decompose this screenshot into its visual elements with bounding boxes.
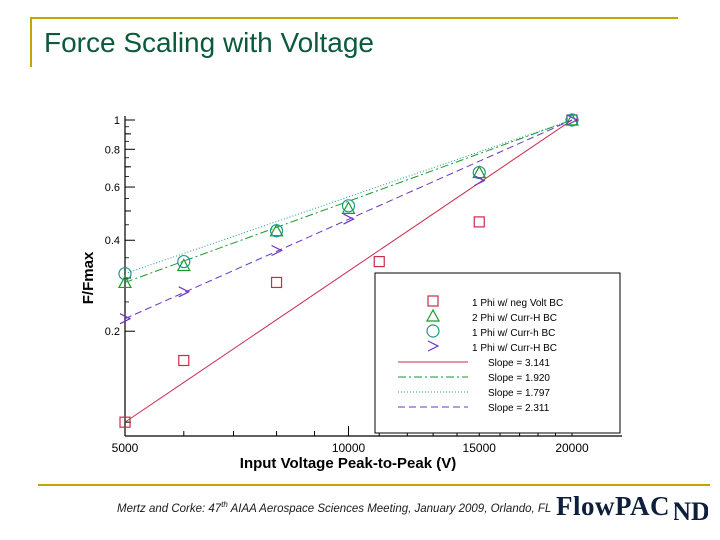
data-point-chevron — [566, 114, 579, 126]
citation-post: AIAA Aerospace Sciences Meeting, January… — [227, 502, 552, 515]
legend-series-label: 2 Phi w/ Curr-H BC — [472, 313, 557, 324]
legend-marker-chevron — [427, 340, 440, 352]
data-point-square — [119, 416, 131, 428]
data-point-triangle — [176, 258, 191, 272]
legend-marker-circle — [426, 324, 440, 338]
legend-fit-label: Slope = 1.920 — [488, 373, 550, 384]
legend-series-label: 1 Phi w/ neg Volt BC — [472, 298, 563, 309]
x-tick-label: 20000 — [555, 441, 589, 455]
legend-marker-square — [427, 295, 439, 307]
flowpac-logo: FlowPAC ND — [556, 491, 710, 529]
legend-layer: 1 Phi w/ neg Volt BC 2 Phi w/ Curr-H BC 1 … — [374, 272, 621, 434]
data-point-triangle — [269, 223, 284, 237]
data-point-chevron — [119, 313, 132, 325]
slide-title: Force Scaling with Voltage — [44, 27, 374, 58]
data-point-chevron — [271, 244, 283, 257]
data-point-square — [373, 255, 385, 268]
fit-line — [124, 119, 573, 320]
frame-left-rule — [30, 17, 32, 67]
citation: Mertz and Corke: 47th AIAA Aerospace Sci… — [117, 500, 551, 515]
y-tick-label: 0.8 — [105, 144, 120, 156]
y-tick-label: 1 — [114, 115, 120, 127]
fit-line — [124, 119, 573, 423]
legend-marker-triangle — [425, 308, 441, 322]
y-tick-label: 0.6 — [105, 182, 120, 194]
data-point-triangle — [341, 201, 356, 214]
citation-superscript: th — [221, 500, 228, 509]
y-axis-label: F/Fmax — [80, 251, 97, 304]
frame-bottom-rule — [38, 484, 710, 486]
data-point-square — [270, 276, 283, 289]
y-tick-label: 0.4 — [105, 235, 120, 247]
data-point-circle — [177, 254, 191, 269]
data-point-circle — [472, 165, 486, 180]
x-tick-label: 15000 — [463, 441, 497, 455]
legend-fit-label: Slope = 2.311 — [488, 403, 550, 414]
data-point-triangle — [117, 275, 133, 289]
legend-series-label: 1 Phi w/ Curr-h BC — [472, 328, 555, 339]
notre-dame-monogram-icon: ND — [674, 497, 708, 526]
citation-pre: Mertz and Corke: 47 — [117, 502, 222, 515]
logo-text: FlowPAC — [556, 491, 670, 521]
data-point-square — [473, 216, 485, 228]
data-point-square — [178, 354, 190, 367]
legend-fit-label: Slope = 3.141 — [488, 358, 550, 369]
data-point-circle — [269, 224, 284, 238]
logo-mark-text: ND — [674, 497, 708, 526]
data-point-circle — [341, 199, 356, 213]
x-axis-label: Input Voltage Peak-to-Peak (V) — [240, 455, 456, 472]
fit-line — [124, 119, 573, 283]
fit-lines-layer — [124, 119, 573, 423]
x-tick-label: 5000 — [112, 441, 139, 455]
legend-fit-label: Slope = 1.797 — [488, 388, 550, 399]
data-point-chevron — [178, 286, 191, 298]
legend-box — [374, 272, 621, 434]
legend-series-label: 1 Phi w/ Curr-H BC — [472, 343, 557, 354]
frame-top-rule — [30, 17, 678, 19]
y-tick-label: 0.2 — [105, 326, 120, 338]
data-point-chevron — [343, 213, 355, 225]
data-points-layer — [117, 112, 580, 428]
data-point-chevron — [473, 175, 486, 187]
fit-line — [124, 119, 573, 275]
data-point-circle — [118, 267, 132, 281]
x-tick-label: 10000 — [332, 441, 366, 455]
